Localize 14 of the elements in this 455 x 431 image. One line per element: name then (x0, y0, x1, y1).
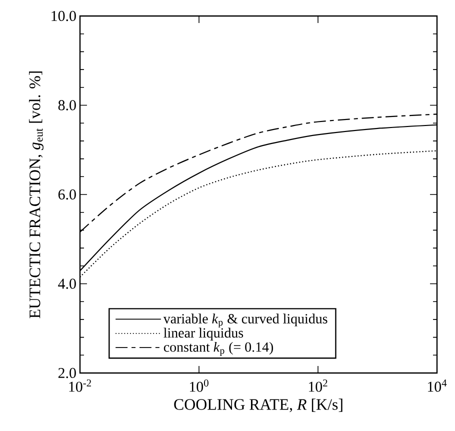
y-tick-label: 10.0 (52, 10, 76, 22)
x-tick-label: 10$^{4}$ (428, 380, 447, 392)
y-tick-label: 6.0 (58, 189, 76, 200)
y-tick-label: 2.0 (58, 368, 76, 378)
y-axis-title: EUTECTIC FRACTION, g$_{eut}$ [vol. %] (29, 72, 44, 318)
legend-label: linear liquidus (164, 328, 244, 340)
legend-label: variable k$_{p}$ & curved liquidus (163, 314, 328, 328)
x-tick-label: 10$^{0}$ (190, 380, 208, 392)
x-tick-label: 10$^{-2}$ (69, 380, 92, 392)
legend-label: constant k$_{p}$ (= 0.14) (164, 342, 274, 356)
y-tick-label: 8.0 (58, 100, 76, 110)
x-tick-label: 10$^{2}$ (308, 380, 328, 392)
x-axis-title: COOLING RATE, R [K/s] (174, 398, 342, 412)
y-tick-label: 4.0 (58, 278, 76, 289)
